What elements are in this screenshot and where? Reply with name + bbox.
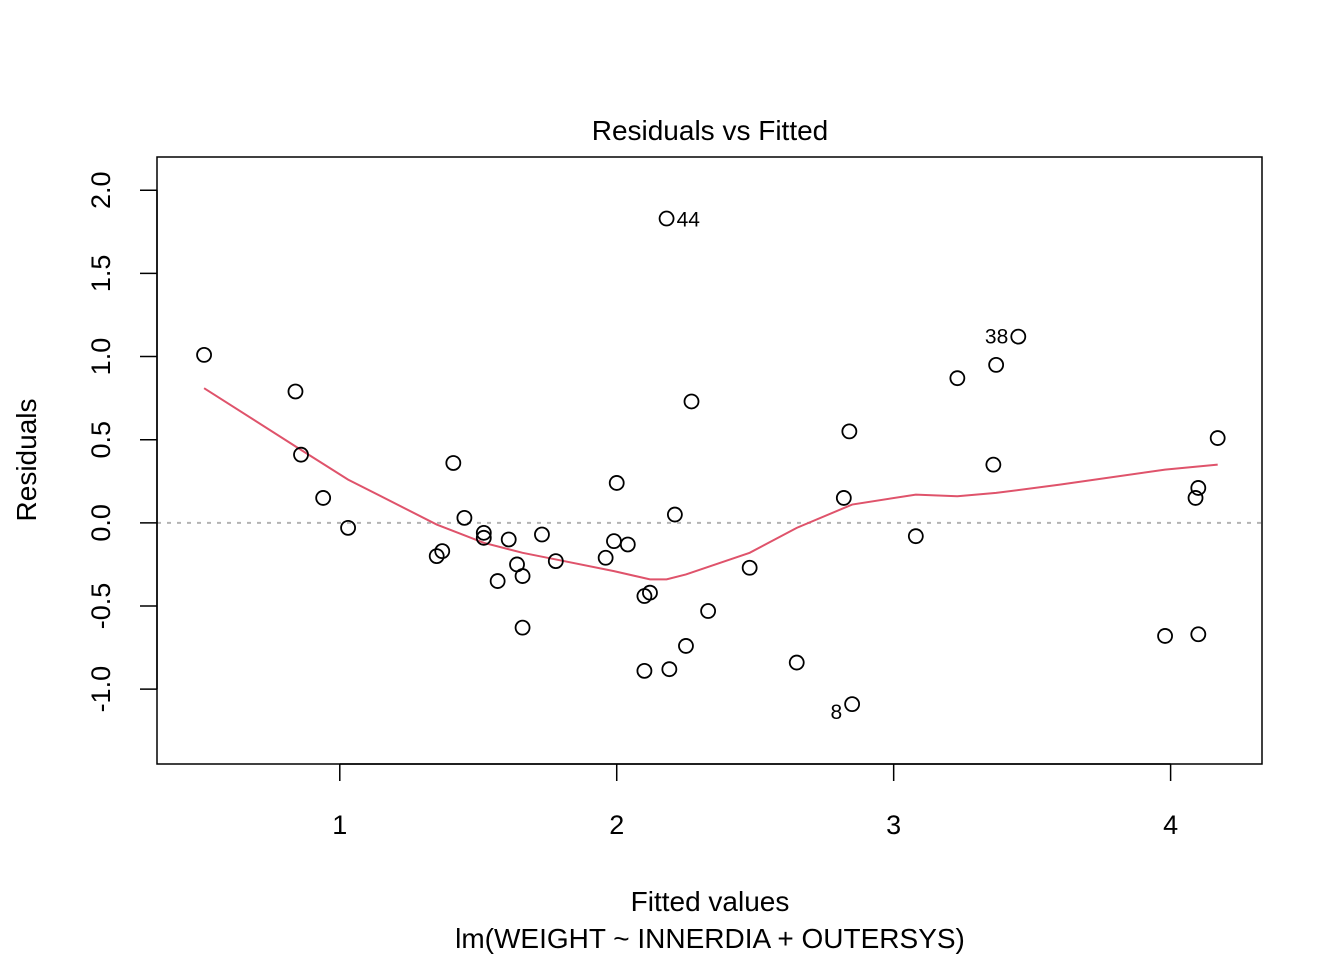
data-point <box>315 490 332 506</box>
data-point <box>988 356 1005 373</box>
y-tick-label: -0.5 <box>86 583 116 630</box>
y-axis: -1.0 -0.5 0.0 0.5 1.0 1.5 2.0 <box>86 171 158 713</box>
chart-subtitle: lm(WEIGHT ~ INNERDIA + OUTERSYS) <box>455 923 965 954</box>
data-point <box>434 543 451 560</box>
data-point <box>835 490 852 506</box>
x-tick-label: 2 <box>609 810 624 840</box>
data-point <box>619 536 636 553</box>
data-point <box>1190 480 1207 496</box>
data-points: 44 8 38 <box>196 209 1226 724</box>
data-point <box>1187 490 1204 506</box>
data-point <box>1010 328 1027 345</box>
data-point <box>475 529 492 546</box>
data-point <box>514 619 531 636</box>
data-point <box>475 524 492 541</box>
data-point <box>1190 626 1207 643</box>
data-point <box>642 584 658 601</box>
data-point <box>287 383 304 400</box>
data-point <box>907 528 924 545</box>
data-point <box>683 393 700 410</box>
data-point <box>678 638 694 654</box>
y-axis-label: Residuals <box>11 399 42 522</box>
plot-frame <box>156 156 1263 765</box>
data-point <box>500 531 517 548</box>
smoother-line <box>203 387 1218 581</box>
data-point <box>666 506 683 523</box>
y-tick-label: 0.5 <box>86 421 116 459</box>
data-point <box>949 370 966 387</box>
data-point <box>844 696 861 713</box>
data-point <box>1157 628 1173 644</box>
data-point <box>985 456 1002 473</box>
chart-title: Residuals vs Fitted <box>592 115 829 146</box>
data-point <box>534 526 550 543</box>
y-tick-label: 1.0 <box>86 338 116 376</box>
data-point <box>196 346 212 363</box>
data-point <box>700 603 717 619</box>
data-point <box>428 548 445 565</box>
data-point <box>547 553 564 570</box>
data-point <box>636 662 653 679</box>
data-point <box>445 455 462 471</box>
data-point <box>340 519 356 536</box>
data-point <box>661 661 678 678</box>
x-tick-label: 3 <box>886 810 901 840</box>
data-point <box>741 559 758 576</box>
x-tick-label: 4 <box>1163 810 1178 840</box>
x-axis-label: Fitted values <box>631 886 790 917</box>
y-tick-label: 1.5 <box>86 255 116 293</box>
y-tick-label: 2.0 <box>86 171 116 209</box>
point-label: 8 <box>830 701 842 724</box>
data-point <box>489 573 506 589</box>
data-point <box>608 475 625 491</box>
point-label: 38 <box>985 326 1008 349</box>
y-tick-label: 0.0 <box>86 504 116 542</box>
y-tick-label: -1.0 <box>86 666 116 713</box>
data-point <box>658 210 675 227</box>
data-point <box>788 654 805 671</box>
data-point <box>293 446 309 463</box>
data-point <box>1209 430 1226 446</box>
data-point <box>841 423 858 440</box>
data-point <box>514 568 531 584</box>
point-label: 44 <box>677 209 701 232</box>
data-point <box>597 549 614 566</box>
data-point <box>456 509 473 526</box>
x-tick-label: 1 <box>332 810 347 840</box>
